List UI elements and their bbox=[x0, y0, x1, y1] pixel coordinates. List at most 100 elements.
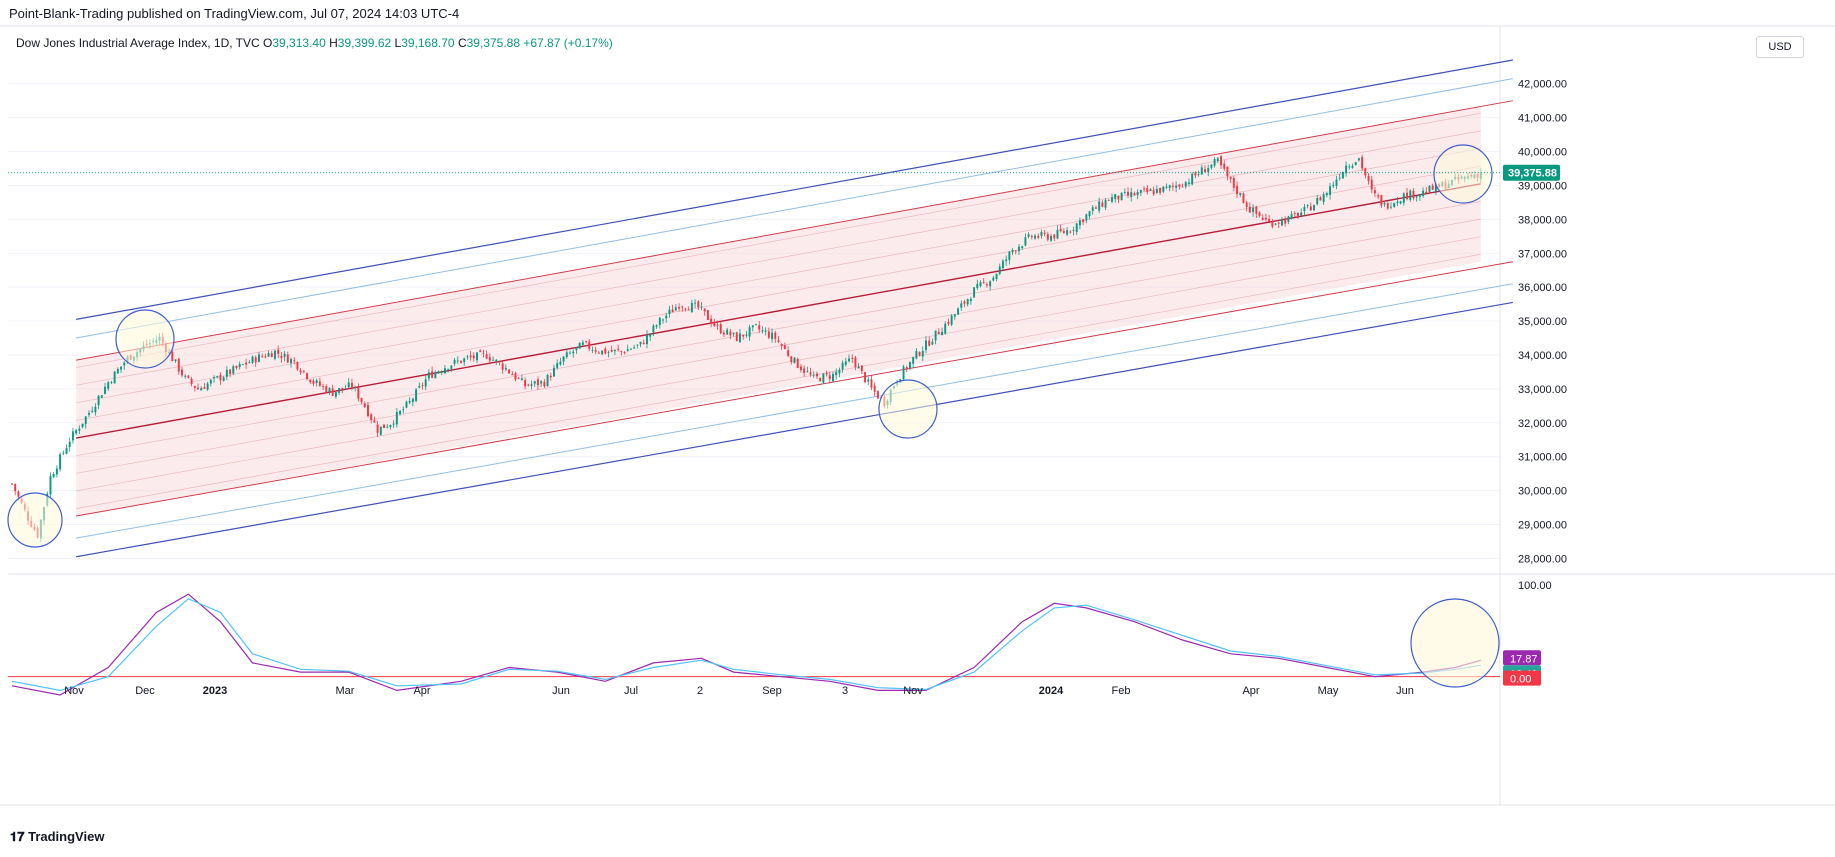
candle bbox=[1248, 202, 1251, 213]
candle bbox=[312, 378, 315, 387]
candle bbox=[658, 317, 661, 329]
time-tick-label: Nov bbox=[64, 685, 84, 697]
candle-body bbox=[697, 301, 700, 308]
symbol-legend[interactable]: Dow Jones Industrial Average Index, 1D, … bbox=[16, 36, 613, 50]
candle bbox=[1171, 182, 1174, 191]
candle bbox=[867, 376, 870, 386]
candle-body bbox=[1127, 191, 1129, 196]
candle-body bbox=[1011, 249, 1014, 253]
candle bbox=[610, 345, 613, 353]
candle-body bbox=[838, 369, 841, 374]
candle-body bbox=[1078, 220, 1081, 226]
candle-body bbox=[219, 375, 222, 381]
candle-body bbox=[379, 426, 382, 435]
candle-body bbox=[341, 387, 344, 390]
tradingview-logo[interactable]: 𝟏𝟕 TradingView bbox=[10, 829, 104, 845]
candle-body bbox=[1220, 156, 1222, 166]
candle bbox=[953, 314, 956, 320]
candle-body bbox=[197, 387, 199, 390]
candle bbox=[107, 380, 110, 392]
candle-body bbox=[123, 362, 126, 366]
candle bbox=[1280, 217, 1283, 227]
candle bbox=[1136, 189, 1139, 200]
candle-body bbox=[1232, 177, 1235, 188]
candle-body bbox=[873, 385, 876, 392]
candle-body bbox=[1245, 202, 1248, 207]
candle bbox=[1117, 195, 1120, 204]
candle bbox=[825, 370, 828, 377]
candle bbox=[729, 328, 732, 340]
candle bbox=[241, 363, 244, 366]
candle bbox=[860, 365, 863, 375]
candle-body bbox=[254, 357, 257, 363]
candle-body bbox=[556, 363, 559, 368]
candle-body bbox=[1046, 234, 1049, 240]
candle bbox=[581, 340, 584, 347]
candle bbox=[1418, 193, 1421, 201]
candle-body bbox=[78, 428, 81, 431]
candle bbox=[245, 358, 248, 369]
osc-value-badge bbox=[1503, 650, 1541, 666]
candle bbox=[636, 344, 639, 349]
candle-body bbox=[665, 315, 668, 319]
candle-body bbox=[963, 301, 966, 304]
time-tick-label: 2024 bbox=[1039, 685, 1064, 697]
candle-body bbox=[876, 391, 879, 399]
candle-body bbox=[88, 413, 90, 415]
price-tick-label: 38,000.00 bbox=[1518, 214, 1567, 226]
candle bbox=[1271, 218, 1274, 229]
candle bbox=[376, 420, 379, 437]
candle bbox=[296, 361, 299, 372]
candle bbox=[1001, 259, 1004, 271]
candle bbox=[1354, 161, 1357, 166]
candle-body bbox=[1030, 235, 1033, 238]
candle-body bbox=[703, 308, 706, 312]
candle-body bbox=[1094, 207, 1097, 209]
candle-body bbox=[241, 364, 244, 365]
candle bbox=[443, 365, 446, 375]
candle bbox=[174, 359, 177, 363]
candle-body bbox=[610, 349, 613, 352]
candle-body bbox=[383, 424, 385, 429]
candle-body bbox=[1418, 194, 1421, 197]
candle-body bbox=[1216, 158, 1219, 161]
candle bbox=[1069, 230, 1072, 234]
candle-body bbox=[536, 379, 539, 386]
candle bbox=[617, 344, 620, 352]
candle-body bbox=[498, 361, 501, 363]
candle bbox=[318, 377, 321, 388]
candle bbox=[1277, 221, 1280, 228]
candle-body bbox=[447, 368, 450, 370]
candle bbox=[1226, 166, 1229, 181]
candle bbox=[88, 410, 90, 418]
channel-red-lower bbox=[76, 261, 1513, 517]
candle-body bbox=[995, 273, 998, 280]
candle bbox=[1345, 161, 1348, 177]
candle bbox=[1075, 222, 1078, 235]
candle-body bbox=[588, 341, 591, 349]
candle-body bbox=[1290, 213, 1293, 219]
candle-body bbox=[1255, 206, 1258, 214]
candle-body bbox=[376, 424, 379, 433]
candle bbox=[607, 350, 610, 358]
candle bbox=[700, 302, 703, 311]
candle bbox=[569, 350, 571, 355]
candle bbox=[726, 327, 729, 335]
candle-body bbox=[501, 363, 504, 370]
candle bbox=[472, 352, 475, 362]
candle bbox=[1120, 192, 1123, 201]
candle bbox=[1181, 183, 1184, 188]
candle-body bbox=[1335, 179, 1338, 186]
candle-body bbox=[1008, 251, 1011, 260]
candle bbox=[379, 426, 382, 436]
candle bbox=[1293, 211, 1296, 217]
candle bbox=[1053, 233, 1056, 242]
tradingview-logo-text: TradingView bbox=[28, 829, 105, 844]
currency-button[interactable]: USD bbox=[1756, 36, 1804, 58]
candle-body bbox=[209, 380, 212, 384]
candle-body bbox=[232, 366, 235, 374]
candle bbox=[357, 383, 360, 402]
candle bbox=[777, 336, 780, 344]
candle-body bbox=[427, 372, 430, 379]
